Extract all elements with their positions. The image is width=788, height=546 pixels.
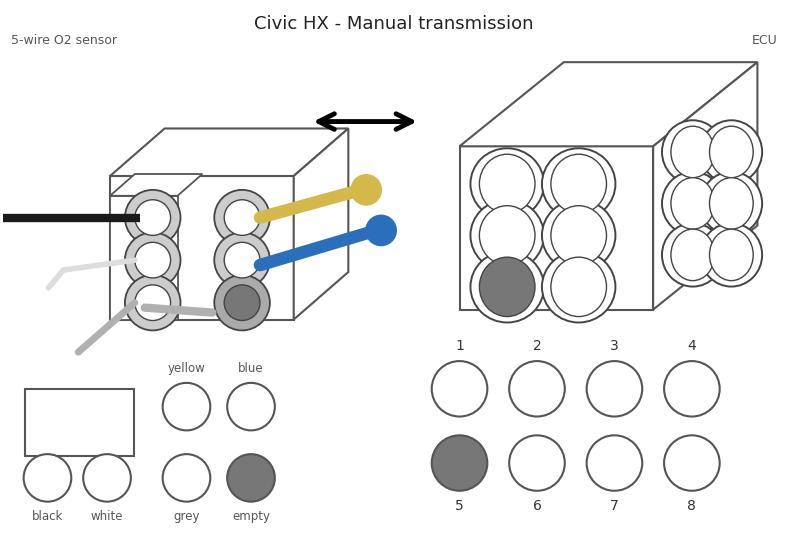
Polygon shape (110, 176, 294, 319)
Text: 1: 1 (455, 339, 464, 353)
Polygon shape (459, 62, 757, 146)
Ellipse shape (470, 251, 544, 323)
Circle shape (135, 200, 170, 235)
Text: grey: grey (173, 509, 199, 523)
Circle shape (509, 435, 565, 491)
Text: ECU: ECU (752, 34, 777, 48)
Text: 8: 8 (687, 498, 697, 513)
Circle shape (125, 233, 180, 288)
FancyBboxPatch shape (24, 389, 134, 456)
Circle shape (125, 275, 180, 330)
Ellipse shape (662, 120, 723, 183)
Text: 3: 3 (610, 339, 619, 353)
Ellipse shape (542, 200, 615, 271)
Ellipse shape (542, 149, 615, 219)
Ellipse shape (701, 223, 762, 287)
Text: 4: 4 (687, 339, 697, 353)
Ellipse shape (671, 229, 715, 281)
Text: empty: empty (232, 509, 270, 523)
Text: yellow: yellow (168, 362, 206, 375)
Text: black: black (32, 509, 63, 523)
Circle shape (432, 435, 487, 491)
Text: 5-wire O2 sensor: 5-wire O2 sensor (11, 34, 117, 48)
Circle shape (365, 215, 397, 246)
Circle shape (432, 361, 487, 417)
Circle shape (24, 454, 71, 502)
Text: Civic HX - Manual transmission: Civic HX - Manual transmission (255, 15, 533, 33)
Text: 6: 6 (533, 498, 541, 513)
Circle shape (227, 454, 275, 502)
Text: 7: 7 (610, 498, 619, 513)
Ellipse shape (662, 223, 723, 287)
Text: white: white (91, 509, 123, 523)
Polygon shape (459, 146, 653, 310)
Circle shape (586, 435, 642, 491)
Text: 2: 2 (533, 339, 541, 353)
Polygon shape (110, 174, 203, 196)
Circle shape (509, 361, 565, 417)
Circle shape (586, 361, 642, 417)
Ellipse shape (709, 126, 753, 177)
Ellipse shape (709, 177, 753, 229)
Text: 5: 5 (455, 498, 464, 513)
Text: blue: blue (238, 362, 264, 375)
Circle shape (225, 200, 260, 235)
Ellipse shape (701, 172, 762, 235)
Circle shape (214, 233, 269, 288)
Circle shape (227, 383, 275, 430)
Ellipse shape (479, 206, 535, 265)
Ellipse shape (551, 154, 607, 213)
Circle shape (664, 435, 719, 491)
Ellipse shape (671, 177, 715, 229)
Ellipse shape (470, 200, 544, 271)
Circle shape (162, 383, 210, 430)
Ellipse shape (701, 120, 762, 183)
Polygon shape (653, 62, 757, 310)
Circle shape (135, 285, 170, 321)
Circle shape (214, 190, 269, 245)
Circle shape (214, 275, 269, 330)
Polygon shape (294, 128, 348, 319)
Ellipse shape (671, 126, 715, 177)
Ellipse shape (479, 257, 535, 317)
Ellipse shape (709, 229, 753, 281)
Circle shape (351, 174, 382, 206)
Ellipse shape (542, 251, 615, 323)
Circle shape (84, 454, 131, 502)
Ellipse shape (479, 154, 535, 213)
Circle shape (135, 242, 170, 278)
Ellipse shape (551, 206, 607, 265)
Circle shape (125, 190, 180, 245)
Polygon shape (110, 196, 177, 319)
Circle shape (225, 242, 260, 278)
Ellipse shape (662, 172, 723, 235)
Polygon shape (110, 128, 348, 176)
Circle shape (162, 454, 210, 502)
Ellipse shape (470, 149, 544, 219)
Circle shape (664, 361, 719, 417)
Circle shape (225, 285, 260, 321)
Ellipse shape (551, 257, 607, 317)
